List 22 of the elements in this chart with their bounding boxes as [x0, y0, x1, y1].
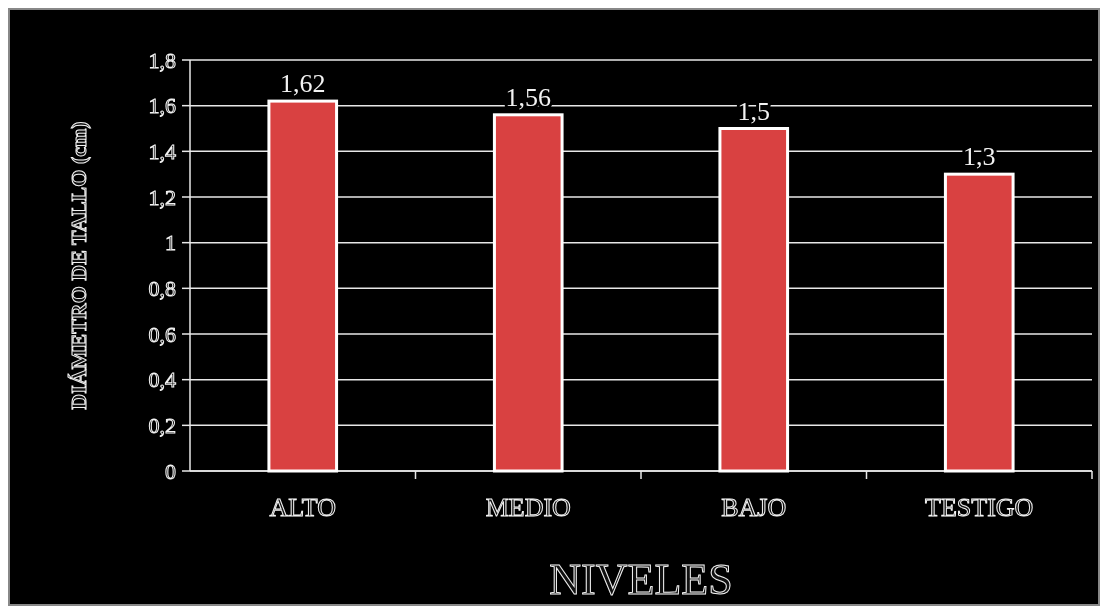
- x-tick-label: MEDIO: [485, 493, 571, 522]
- y-tick-label: 0,6: [148, 321, 176, 347]
- bar: [492, 113, 564, 473]
- data-label: 1,56: [505, 82, 551, 112]
- y-tick-label: 1,6: [148, 93, 176, 119]
- x-axis-title: NIVELES: [549, 555, 733, 604]
- y-tick-label: 1: [165, 230, 176, 256]
- y-tick-label: 1,2: [148, 184, 176, 210]
- y-tick-label: 0: [165, 458, 176, 484]
- data-label: 1,62: [280, 69, 326, 99]
- bar: [943, 172, 1015, 473]
- y-tick-label: 1,8: [148, 47, 176, 73]
- y-tick-label: 1,4: [148, 139, 176, 165]
- y-tick-label: 0,4: [148, 367, 176, 393]
- x-tick-label: ALTO: [269, 493, 336, 522]
- bar: [718, 127, 790, 473]
- y-tick-label: 0,2: [148, 413, 176, 439]
- x-tick-label: BAJO: [721, 493, 787, 522]
- y-tick-label: 0,8: [148, 276, 176, 302]
- y-axis-title: DIÁMETRO DE TALLO (cm): [66, 121, 91, 410]
- x-tick-label: TESTIGO: [925, 493, 1034, 522]
- bar: [267, 99, 339, 473]
